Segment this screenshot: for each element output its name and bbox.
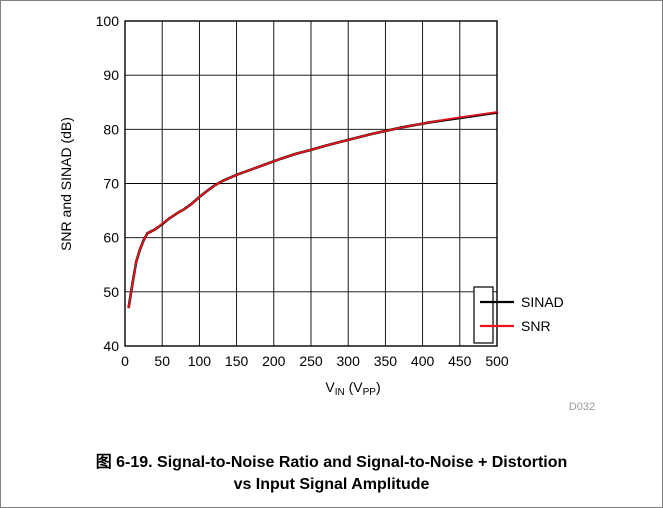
figure-id: D032 bbox=[569, 401, 595, 413]
x-tick-label: 200 bbox=[262, 353, 286, 369]
x-tick-label: 400 bbox=[411, 353, 435, 369]
x-axis-label-sub-pp: PP bbox=[363, 387, 377, 398]
grid-lines bbox=[125, 21, 497, 346]
x-axis-label-end: ) bbox=[376, 379, 381, 395]
series-layer bbox=[127, 111, 499, 309]
x-tick-label: 500 bbox=[485, 353, 509, 369]
legend: SINAD SNR bbox=[473, 286, 564, 344]
legend-label-sinad: SINAD bbox=[521, 294, 564, 310]
caption-line-2: vs Input Signal Amplitude bbox=[233, 476, 430, 493]
x-tick-label: 350 bbox=[374, 353, 398, 369]
x-tick-label: 50 bbox=[154, 353, 170, 369]
y-tick-label: 40 bbox=[103, 338, 119, 354]
y-tick-label: 100 bbox=[96, 13, 120, 29]
x-tick-labels: 0 50 100 150 200 250 300 350 400 450 500 bbox=[121, 353, 509, 369]
y-axis-label: SNR and SINAD (dB) bbox=[58, 117, 74, 251]
y-tick-labels: 40 50 60 70 80 90 100 bbox=[96, 13, 120, 354]
legend-label-snr: SNR bbox=[521, 318, 551, 334]
x-axis-label-sub-in: IN bbox=[335, 387, 345, 398]
x-tick-label: 100 bbox=[188, 353, 212, 369]
y-tick-label: 50 bbox=[103, 284, 119, 300]
figure-caption: 图 6-19. Signal-to-Noise Ratio and Signal… bbox=[0, 452, 663, 496]
x-axis-label-main: V bbox=[325, 379, 335, 395]
x-tick-label: 150 bbox=[225, 353, 249, 369]
plot-area bbox=[124, 20, 498, 347]
caption-line-1: 图 6-19. Signal-to-Noise Ratio and Signal… bbox=[95, 454, 568, 471]
x-tick-label: 0 bbox=[121, 353, 129, 369]
x-axis-label: VIN (VPP) bbox=[325, 379, 380, 398]
legend-box bbox=[473, 286, 494, 344]
x-tick-label: 300 bbox=[337, 353, 361, 369]
y-tick-label: 70 bbox=[103, 176, 119, 192]
x-axis-label-mid: (V bbox=[345, 379, 364, 395]
series-line-snr bbox=[127, 111, 498, 308]
y-tick-label: 80 bbox=[103, 121, 119, 137]
x-tick-label: 250 bbox=[299, 353, 323, 369]
x-tick-label: 450 bbox=[448, 353, 472, 369]
y-tick-label: 60 bbox=[103, 230, 119, 246]
y-tick-label: 90 bbox=[103, 67, 119, 83]
